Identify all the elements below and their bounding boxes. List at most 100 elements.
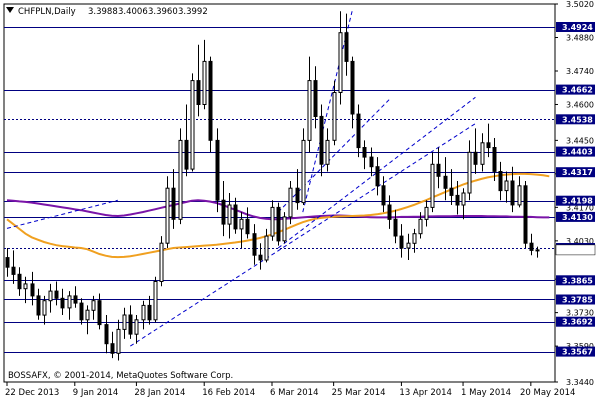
candle — [301, 128, 306, 205]
candle — [325, 128, 330, 172]
chart-header-ohlc-2: 3.3960 — [148, 7, 178, 17]
candle — [202, 39, 207, 110]
candle-body — [412, 233, 417, 244]
candle-body — [356, 113, 361, 149]
candle — [159, 236, 164, 287]
candle — [492, 138, 497, 181]
candle-body — [443, 175, 448, 189]
candle-body — [252, 233, 257, 256]
candle-body — [208, 60, 213, 141]
candle-body — [504, 180, 509, 192]
candle-body — [492, 147, 497, 172]
y-tick-label: 3.4030 — [566, 237, 594, 246]
candle-body — [381, 185, 386, 206]
x-tick-label: 6 Mar 2014 — [270, 388, 318, 398]
candle — [110, 331, 115, 359]
candle-body — [418, 218, 423, 235]
candle — [196, 44, 201, 117]
candle — [171, 169, 176, 229]
candle-body — [48, 290, 53, 302]
level-badge-label: 3.4924 — [562, 23, 593, 32]
candle-body — [30, 283, 35, 297]
y-tick-label: 3.4740 — [566, 67, 594, 76]
x-tick-label: 1 May 2014 — [461, 388, 511, 398]
candle-body — [159, 242, 164, 282]
candle-body — [424, 206, 429, 220]
level-badge-6 — [556, 211, 595, 222]
candle-body — [171, 187, 176, 220]
candle — [319, 104, 324, 177]
candle-body — [17, 273, 22, 290]
candle-body — [36, 295, 41, 316]
level-badge-label: 3.3567 — [562, 348, 593, 357]
candle — [54, 281, 59, 306]
candle — [165, 176, 170, 248]
candle — [307, 56, 312, 153]
chart-header: CHFPLN,Daily 3.3988 3.4006 3.3960 3.3992 — [6, 7, 208, 17]
candle-body — [54, 290, 59, 299]
candle-body — [227, 204, 232, 225]
candle — [430, 152, 435, 213]
candle — [221, 181, 226, 237]
candle-body — [79, 302, 84, 321]
candle-body — [184, 139, 189, 170]
level-badge-label: 3.3692 — [562, 318, 593, 327]
level-badge-label: 3.4317 — [562, 168, 593, 177]
current-price-badge — [555, 244, 596, 256]
candle — [48, 283, 53, 313]
candle-body — [110, 343, 115, 354]
candle-body — [23, 283, 28, 290]
candle — [369, 147, 374, 177]
candle-body — [165, 187, 170, 244]
chart-header-ohlc-0: 3.3988 — [88, 7, 118, 17]
candle — [332, 80, 337, 146]
level-badge-9 — [556, 294, 595, 305]
chart-header-ohlc-3: 3.3992 — [178, 7, 208, 17]
candle-body — [178, 139, 183, 220]
candle — [227, 193, 232, 239]
candle-body — [276, 206, 281, 242]
trendline-3 — [277, 99, 390, 213]
candle — [375, 157, 380, 196]
candle — [510, 166, 515, 213]
candle — [344, 13, 349, 76]
candle — [190, 73, 195, 172]
candle-body — [338, 32, 343, 93]
candle — [282, 212, 287, 244]
candle-body — [147, 304, 152, 321]
candle-body — [480, 142, 485, 165]
candles — [5, 11, 540, 361]
candle-body — [350, 60, 355, 115]
level-badge-1 — [556, 84, 595, 95]
candle — [486, 123, 491, 158]
candle-body — [295, 187, 300, 204]
candle — [381, 176, 386, 213]
candle-body — [498, 171, 503, 192]
candle-body — [282, 216, 287, 242]
candle — [338, 11, 343, 105]
candle-body — [221, 199, 226, 225]
candle — [104, 315, 109, 354]
trendline-0 — [6, 199, 119, 229]
candle — [60, 288, 65, 315]
candle-body — [116, 328, 121, 354]
candle-body — [5, 257, 10, 268]
candle — [480, 133, 485, 172]
x-tick-label: 22 Dec 2013 — [5, 388, 59, 398]
trendline-1 — [130, 123, 476, 347]
x-axis: 22 Dec 2013 9 Jan 2014 28 Jan 2014 16 Feb 2… — [5, 382, 575, 398]
candle — [449, 169, 454, 205]
candle — [498, 161, 503, 201]
candle-body — [42, 300, 47, 316]
candle — [473, 128, 478, 174]
candle — [399, 224, 404, 258]
candle — [350, 56, 355, 129]
candle — [517, 176, 522, 208]
candle-body — [97, 300, 102, 326]
candle-body — [85, 309, 90, 321]
candle — [387, 195, 392, 229]
candle-body — [11, 266, 16, 275]
level-badges: 3.49243.46623.45383.44033.43173.41983.41… — [555, 22, 596, 357]
candle — [461, 188, 466, 220]
